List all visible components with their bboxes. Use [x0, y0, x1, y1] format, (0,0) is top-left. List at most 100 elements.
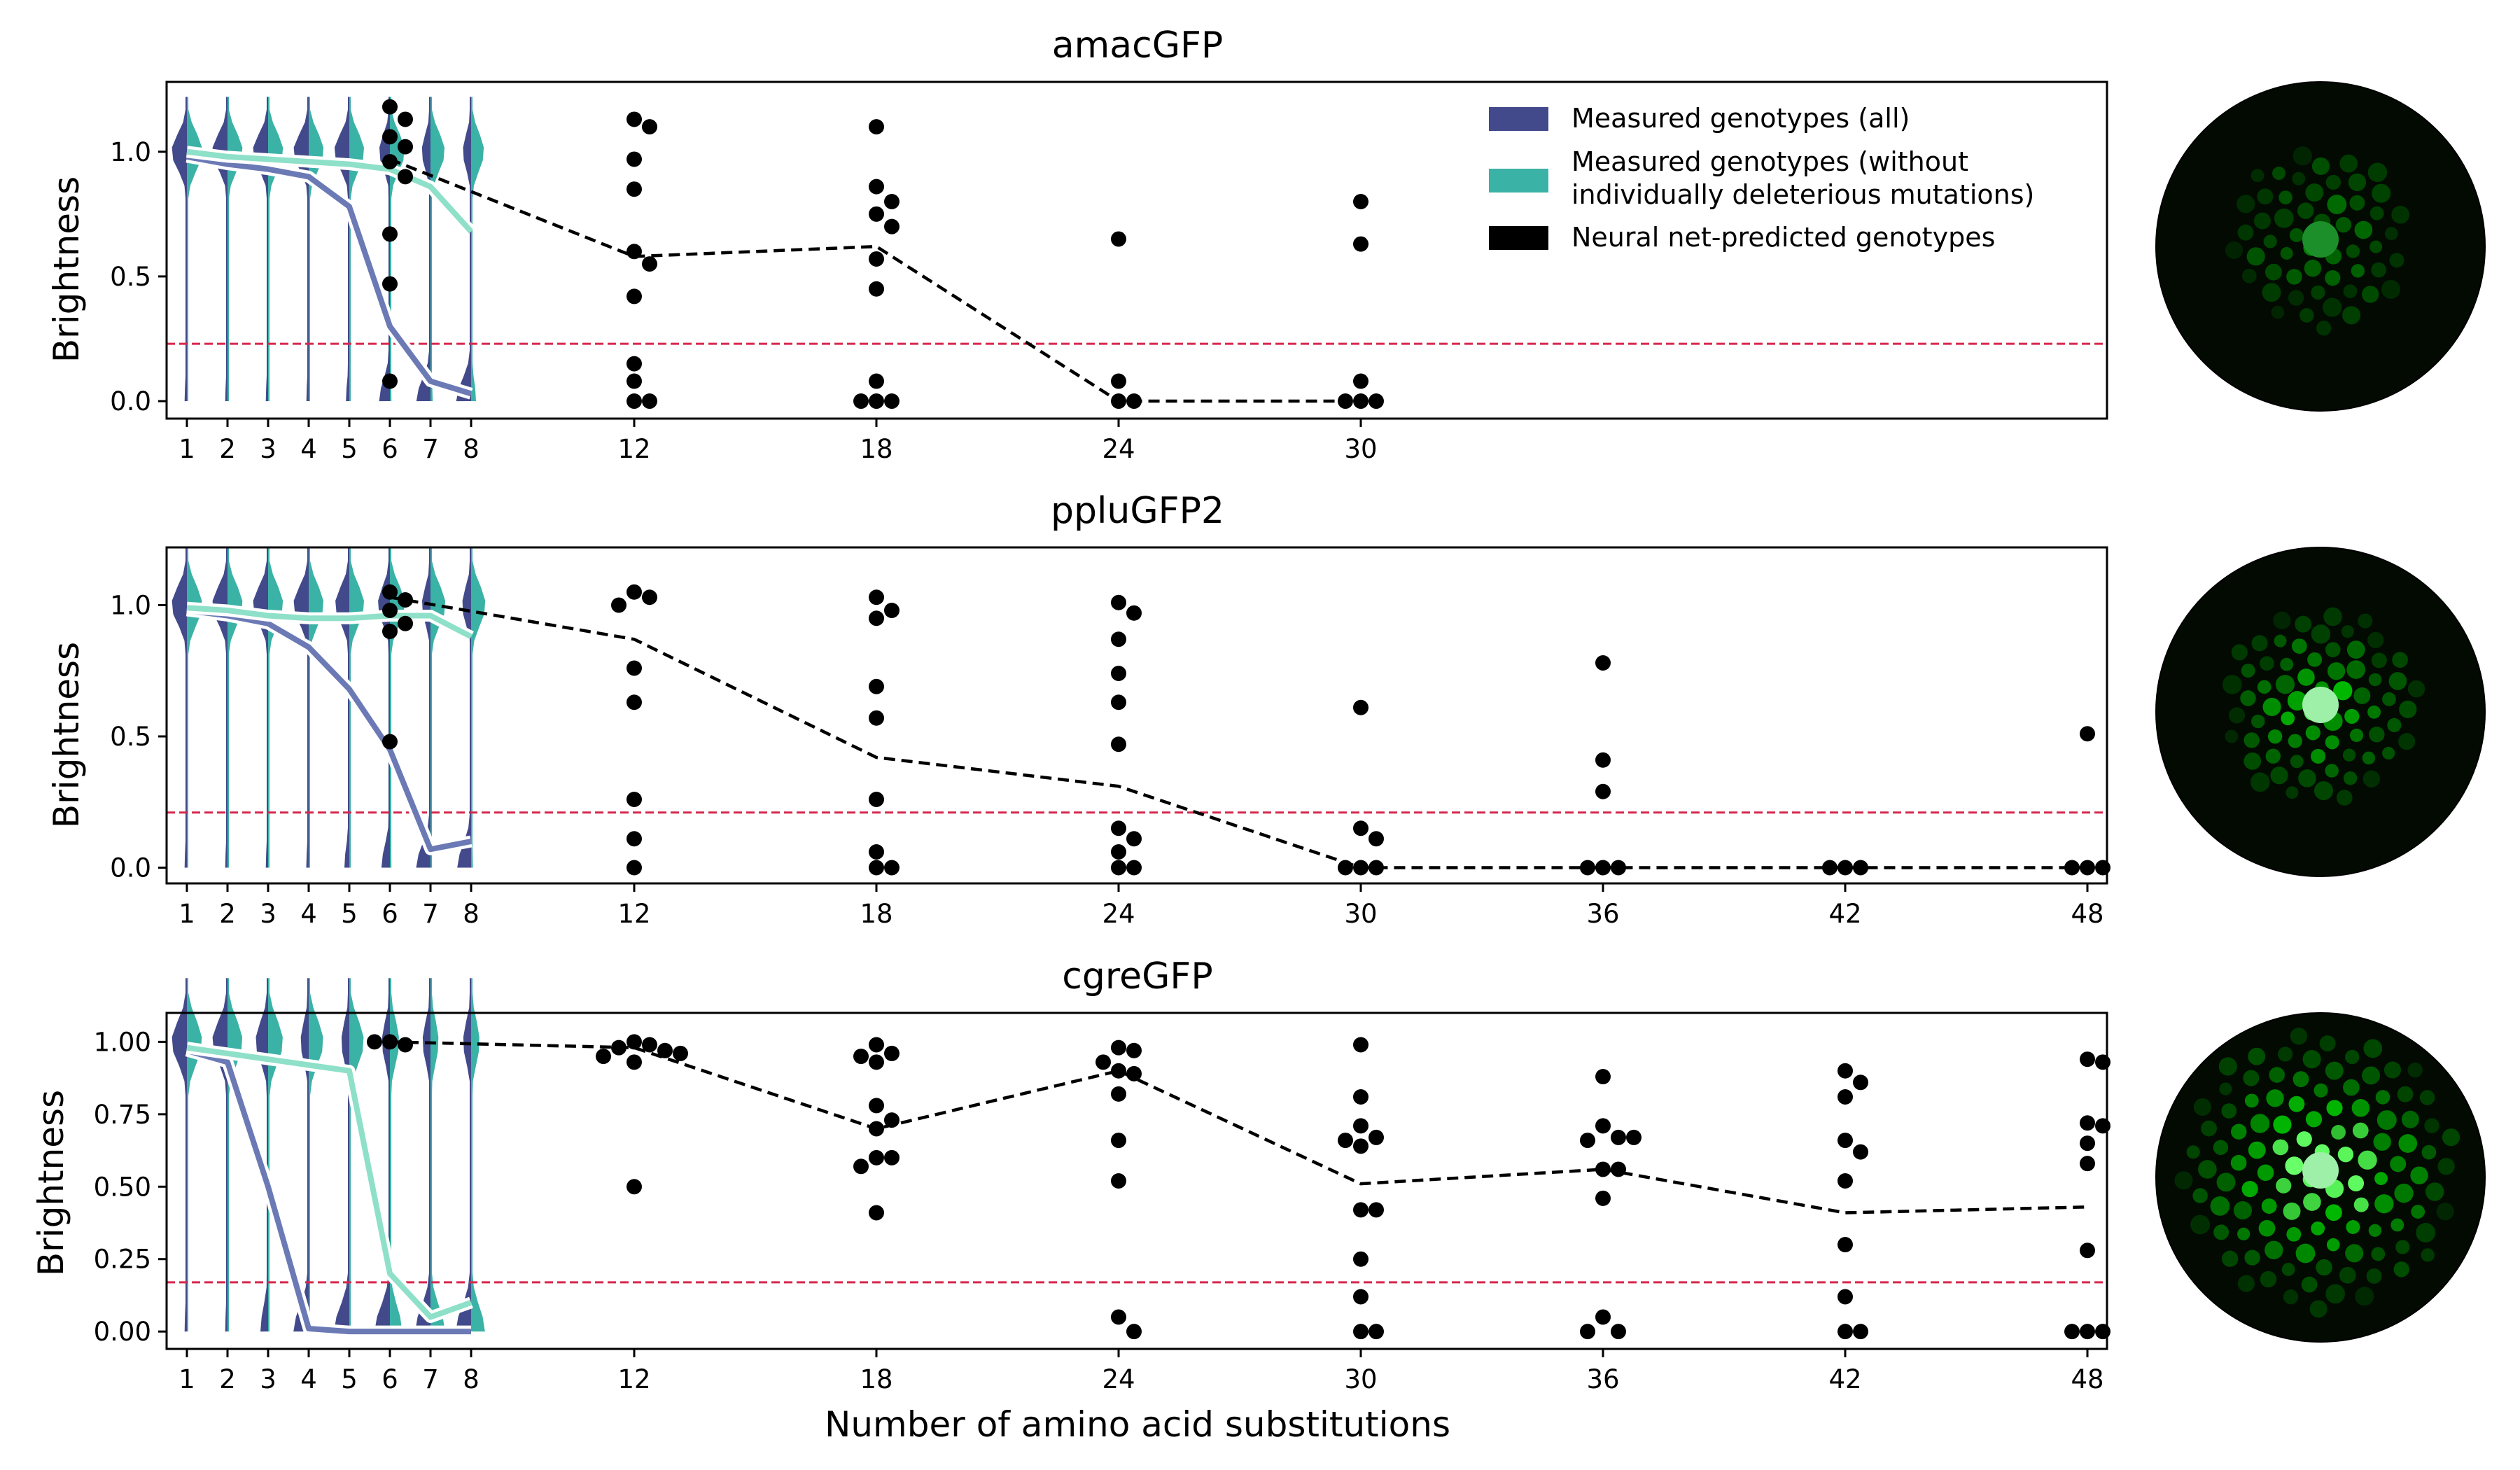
fluorescent-colony — [2371, 652, 2387, 668]
fluorescent-colony — [2237, 224, 2254, 241]
fluorescent-colony — [2299, 308, 2314, 323]
fluorescent-colony — [2286, 269, 2302, 285]
fluorescent-colony — [2213, 1140, 2229, 1155]
x-tick-label: 8 — [463, 1364, 479, 1394]
predicted-point — [1111, 1133, 1126, 1149]
x-tick-label: 18 — [860, 434, 892, 464]
fluorescent-colony — [2349, 728, 2364, 743]
predicted-point — [1353, 1118, 1368, 1134]
predicted-point — [1111, 1063, 1126, 1079]
axes-frame — [165, 1011, 2108, 1350]
fluorescent-colony — [2264, 263, 2282, 281]
predicted-point — [626, 151, 642, 167]
fluorescent-colony — [2304, 260, 2322, 277]
fluorescent-colony — [2325, 642, 2341, 657]
fluorescent-colony — [2273, 1115, 2292, 1134]
violin-filtered — [430, 97, 444, 402]
fluorescent-colony — [2237, 1227, 2250, 1240]
violin-filtered — [227, 547, 243, 868]
reference-colony — [2302, 221, 2339, 258]
predicted-point — [1353, 1089, 1368, 1105]
x-tick-label: 6 — [382, 1364, 398, 1394]
fluorescent-colony — [2348, 173, 2367, 192]
x-tick-label: 18 — [860, 899, 892, 929]
predicted-point — [869, 589, 884, 606]
x-tick-label: 12 — [617, 1364, 650, 1394]
violin-filtered — [471, 97, 484, 402]
fluorescent-colony — [2244, 752, 2262, 770]
predicted-point — [1837, 1289, 1853, 1305]
fluorescent-colony — [2307, 652, 2323, 667]
predicted-point — [869, 206, 884, 222]
predicted-point — [884, 218, 899, 234]
fluorescent-colony — [2335, 216, 2352, 233]
fluorescent-colony — [2358, 613, 2373, 629]
fluorescent-colony — [2302, 1050, 2321, 1069]
predicted-point — [1126, 1042, 1142, 1058]
legend-label-predicted: Neural net-predicted genotypes — [1572, 222, 1995, 253]
predicted-point — [382, 624, 398, 639]
predicted-point — [869, 373, 884, 389]
predicted-point — [1111, 594, 1126, 610]
fluorescent-colony — [2231, 1124, 2247, 1140]
fluorescent-colony — [2298, 769, 2316, 788]
predicted-point — [1353, 236, 1368, 252]
fluorescent-colony — [2309, 1300, 2328, 1318]
predicted-point — [1353, 860, 1368, 876]
panel-cgreGFP: cgreGFP Brightness 0.00 0.25 0.50 0.75 1.00 1… — [31, 955, 2110, 1394]
x-tick-label: 3 — [260, 434, 276, 464]
predicted-point — [2095, 860, 2110, 876]
predicted-point — [626, 831, 642, 847]
fluorescent-colony — [2273, 611, 2291, 629]
fluorescent-colony — [2372, 183, 2391, 203]
microscopy-image-amacGFP — [2155, 81, 2486, 412]
fluorescent-colony — [2387, 718, 2402, 732]
y-axis-label: Brightness — [31, 1090, 71, 1276]
predicted-point — [2080, 860, 2095, 876]
fluorescent-colony — [2210, 1196, 2230, 1216]
predicted-point — [626, 660, 642, 676]
x-tick-label: 30 — [1344, 899, 1377, 929]
violin-all — [212, 97, 227, 402]
predicted-point — [869, 119, 884, 135]
predicted-point — [626, 288, 642, 304]
x-tick-label: 12 — [617, 434, 650, 464]
fluorescent-colony — [2398, 733, 2416, 750]
predicted-point — [1837, 1237, 1853, 1253]
predicted-point — [1595, 1069, 1611, 1085]
fluorescent-colony — [2389, 253, 2404, 268]
fluorescent-colony — [2337, 1146, 2354, 1163]
fluorescent-colony — [2241, 664, 2255, 678]
fluorescent-colony — [2407, 1062, 2423, 1078]
fluorescent-colony — [2370, 206, 2384, 220]
predicted-point — [869, 1205, 884, 1221]
violin-filtered — [187, 978, 202, 1332]
fluorescent-colony — [2323, 607, 2342, 626]
predicted-point — [642, 256, 657, 272]
fluorescent-colony — [2264, 1240, 2283, 1260]
fluorescent-colony — [2362, 770, 2380, 788]
fluorescent-colony — [2276, 1177, 2292, 1194]
fluorescent-colony — [2381, 279, 2401, 299]
violin-filtered — [471, 547, 486, 868]
fluorescent-colony — [2213, 1224, 2230, 1240]
predicted-point — [1580, 860, 1595, 876]
panel-ppluGFP2: ppluGFP2 Brightness 0.00.51.01 2 3 4 5 6 7 8 12 1… — [46, 490, 2110, 929]
violin-all — [456, 978, 471, 1332]
fluorescent-colony — [2339, 1266, 2356, 1284]
violin-all — [374, 978, 390, 1332]
y-tick-label: 0.75 — [94, 1100, 151, 1130]
fluorescent-colony — [2281, 1263, 2295, 1276]
predicted-point — [1595, 1118, 1611, 1134]
predicted-point — [642, 119, 657, 135]
fluorescent-colony — [2351, 1099, 2370, 1117]
x-tick-label: 3 — [260, 899, 276, 929]
predicted-point — [869, 860, 884, 876]
predicted-point — [1111, 694, 1126, 710]
x-tick-label: 12 — [617, 899, 650, 929]
fluorescent-colony — [2421, 1248, 2435, 1262]
x-axis-label: Number of amino acid substitutions — [825, 1404, 1450, 1445]
predicted-point — [869, 1037, 884, 1053]
fluorescent-colony — [2366, 1268, 2382, 1284]
y-axis-label: Brightness — [46, 176, 87, 363]
